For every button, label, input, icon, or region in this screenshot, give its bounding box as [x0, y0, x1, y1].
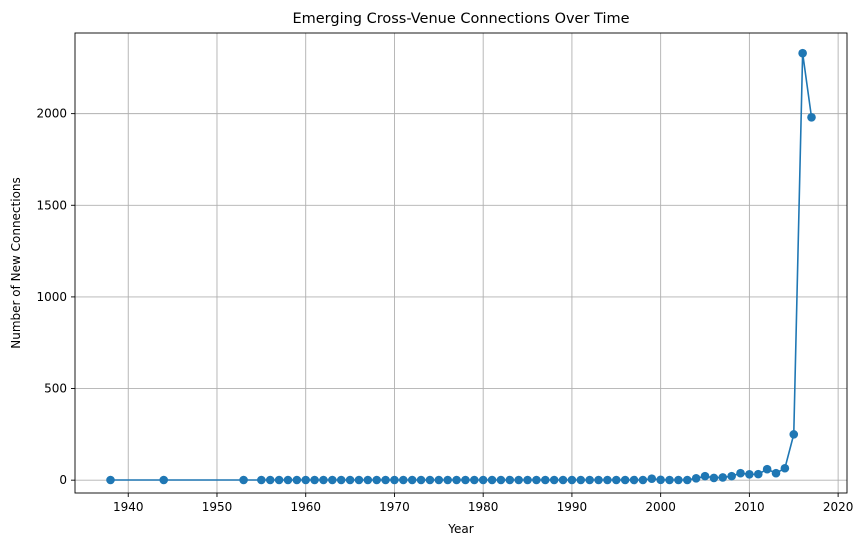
plot-frame [74, 32, 848, 494]
series-line [110, 53, 813, 481]
x-axis: 1940 1950 1960 1970 1980 1990 2000 2010 2020 [113, 493, 853, 514]
data-point [611, 475, 621, 485]
data-point [310, 475, 319, 485]
x-tick-label: 1950 [202, 500, 233, 514]
x-tick-label: 1970 [379, 500, 410, 514]
data-point [638, 475, 648, 485]
data-point [736, 468, 745, 478]
x-axis-label: Year [447, 522, 473, 536]
data-point [780, 463, 790, 473]
data-point [354, 475, 364, 485]
data-point [399, 475, 408, 485]
data-point [656, 475, 665, 485]
data-point [487, 475, 497, 485]
data-point [443, 475, 452, 485]
data-point [496, 475, 506, 485]
data-point [585, 475, 594, 485]
data-point [727, 471, 736, 481]
data-point [461, 475, 470, 485]
data-point [265, 475, 275, 485]
data-point [567, 475, 577, 485]
data-point [558, 475, 568, 485]
data-point [372, 475, 382, 485]
y-tick-label: 500 [44, 382, 67, 396]
data-point [239, 475, 248, 485]
data-point [407, 475, 417, 485]
y-tick-label: 1500 [36, 198, 67, 212]
data-point [257, 475, 266, 485]
data-point [709, 473, 719, 483]
data-point [629, 475, 639, 485]
data-point [381, 475, 390, 485]
x-tick-label: 1980 [468, 500, 499, 514]
data-point [390, 475, 399, 485]
data-point [682, 475, 692, 485]
data-point [798, 48, 807, 58]
data-point [328, 475, 337, 485]
data-point [789, 430, 799, 439]
data-point [274, 475, 284, 485]
data-point [292, 475, 302, 485]
y-axis-label: Number of New Connections [9, 177, 23, 349]
data-point [620, 475, 630, 485]
data-point [807, 113, 816, 122]
data-point [549, 475, 559, 485]
y-tick-label: 0 [59, 473, 67, 487]
x-tick-label: 1960 [290, 500, 321, 514]
data-point [753, 469, 763, 479]
data-point [700, 471, 710, 481]
grid [75, 33, 847, 493]
data-point [425, 475, 435, 485]
series-line-layer [110, 53, 813, 481]
data-point [106, 475, 115, 485]
data-point [159, 475, 169, 485]
data-point [532, 475, 541, 485]
y-tick-label: 1000 [36, 290, 67, 304]
chart-title: Emerging Cross-Venue Connections Over Ti… [292, 11, 629, 27]
data-point [691, 474, 701, 483]
y-tick-label: 2000 [36, 107, 67, 121]
data-point [718, 473, 728, 482]
data-point [301, 475, 311, 485]
data-point [594, 475, 603, 485]
data-point [336, 475, 346, 485]
data-point [762, 464, 772, 474]
data-point [514, 475, 523, 485]
data-point [523, 475, 532, 485]
data-point [576, 475, 586, 485]
x-tick-label: 2010 [734, 500, 765, 514]
x-tick-label: 1990 [557, 500, 588, 514]
data-point [345, 475, 355, 485]
data-point [283, 475, 293, 485]
x-tick-label: 1940 [113, 500, 144, 514]
x-tick-label: 2000 [645, 500, 676, 514]
data-point [540, 475, 550, 485]
data-point [470, 475, 479, 485]
data-point [647, 474, 657, 484]
data-point [478, 475, 488, 485]
series-markers [106, 48, 816, 485]
data-point [319, 475, 328, 485]
data-point [363, 475, 373, 485]
data-point [603, 475, 612, 485]
x-tick-label: 2020 [823, 500, 854, 514]
data-point [452, 475, 461, 485]
data-point [416, 475, 426, 485]
data-point [505, 475, 515, 485]
data-point [434, 475, 444, 485]
data-point [745, 470, 754, 479]
data-point [674, 475, 683, 485]
data-point [665, 475, 674, 485]
y-axis: 0 500 1000 1500 2000 [36, 107, 75, 487]
data-point [771, 468, 781, 478]
